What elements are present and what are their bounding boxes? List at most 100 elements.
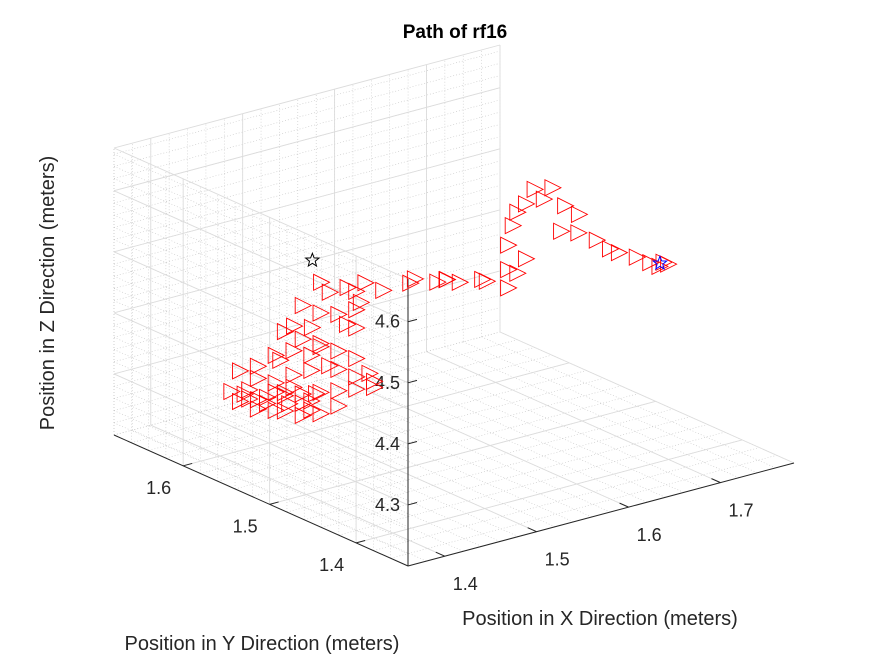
data-point-marker (285, 366, 304, 384)
data-point-marker (361, 364, 379, 383)
data-point-marker (281, 395, 299, 413)
grid-line (113, 50, 501, 155)
grid-line (252, 393, 639, 497)
data-point-marker (348, 319, 366, 337)
data-point-marker (249, 357, 268, 375)
data-point-marker (553, 222, 571, 240)
data-point-marker (223, 382, 241, 401)
data-point-marker (651, 257, 669, 276)
z-tick (407, 440, 418, 445)
grid-line (113, 307, 501, 411)
data-point-marker (294, 296, 313, 315)
grid-line (373, 447, 760, 551)
tick-labels: 1.4 1.5 1.6 1.7 1.4 1.5 1.6 4.3 4.4 4.5 … (146, 312, 753, 594)
data-point-marker (321, 356, 339, 375)
data-point-marker (330, 342, 348, 360)
data-point-marker (232, 392, 250, 411)
grid-line (113, 124, 501, 228)
data-point-marker (330, 397, 348, 415)
grid-line (150, 424, 445, 557)
data-point-marker (272, 351, 290, 370)
data-point-marker (500, 279, 518, 297)
grid-line (234, 385, 622, 490)
data-point-marker (429, 273, 447, 291)
data-point-marker (276, 402, 295, 420)
data-point-marker (330, 382, 348, 400)
data-point-marker (339, 278, 358, 297)
data-point-marker (276, 322, 295, 341)
data-point-marker (402, 274, 420, 292)
chart-title: Path of rf16 (403, 22, 508, 43)
grid-line (113, 209, 501, 314)
y-axis-line (113, 434, 409, 567)
grid (113, 44, 795, 567)
data-point-marker (330, 305, 348, 324)
grid-line (113, 258, 501, 363)
data-point-marker (348, 349, 366, 368)
grid-line (113, 410, 409, 542)
grid-line (356, 439, 743, 544)
grid-line (113, 87, 501, 192)
data-point-marker (303, 392, 321, 410)
data-point-marker (526, 180, 545, 199)
grid-line (390, 455, 777, 559)
data-point-marker (294, 330, 313, 348)
data-point-marker (312, 334, 331, 353)
grid-line (304, 416, 691, 521)
grid-line (113, 234, 501, 338)
grid-line (113, 295, 501, 399)
data-point-marker (339, 315, 357, 334)
data-point-marker (642, 253, 660, 272)
data-point-marker (236, 385, 255, 403)
data-point-marker (348, 368, 366, 386)
data-point-marker (312, 304, 331, 322)
data-point-marker (294, 406, 313, 425)
grid-line (113, 270, 501, 375)
data-point-marker (500, 260, 518, 279)
grid-line (113, 172, 501, 277)
data-point-marker (570, 224, 588, 242)
data-point-marker (330, 360, 348, 379)
data-point-marker (375, 281, 393, 300)
data-point-marker (276, 383, 295, 402)
y-tick-label: 1.6 (146, 478, 171, 498)
grid-line (113, 221, 501, 326)
grid-line (113, 246, 501, 350)
z-tick-label: 4.4 (375, 434, 400, 454)
z-tick-label: 4.3 (375, 495, 400, 515)
grid-line (286, 408, 674, 513)
data-point-marker (241, 381, 259, 399)
y-tick-label: 1.4 (319, 555, 344, 575)
data-point-marker (660, 255, 678, 273)
data-point-marker (557, 197, 575, 215)
grid-line (426, 351, 721, 484)
data-point-marker (294, 394, 313, 412)
x-tick-label: 1.7 (728, 501, 753, 521)
x-tick (435, 551, 445, 557)
grid-line (113, 190, 409, 323)
data-point-marker (285, 378, 304, 397)
grid-line (113, 319, 501, 424)
grid-line (338, 431, 725, 536)
data-point-marker (307, 384, 326, 403)
data-point-marker (303, 318, 322, 337)
data-point-marker (286, 317, 304, 335)
y-tick (269, 501, 279, 505)
y-tick (183, 462, 193, 467)
grid-line (113, 75, 501, 179)
data-point-marker (504, 216, 523, 235)
x-tick (711, 478, 721, 484)
data-point-marker (267, 383, 286, 401)
grid-line (113, 185, 501, 289)
data-point-marker (628, 248, 647, 266)
x-tick-label: 1.4 (453, 574, 478, 594)
grid-line (113, 312, 409, 445)
data-point-marker (535, 190, 554, 208)
data-point-marker (366, 378, 384, 397)
data-point-marker (517, 250, 536, 268)
z-tick (407, 318, 418, 323)
grid-line (113, 63, 501, 167)
data-point-marker (352, 293, 371, 312)
z-tick-label: 4.6 (375, 312, 400, 332)
